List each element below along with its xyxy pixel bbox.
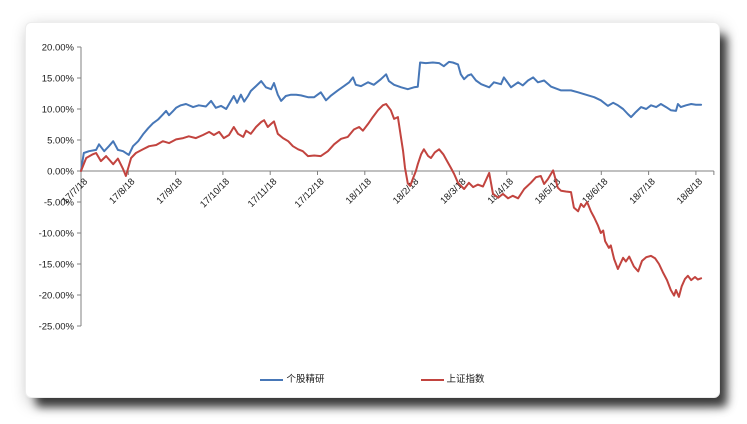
y-tick-label: -10.00% bbox=[39, 229, 75, 240]
y-tick-label: 0.00% bbox=[47, 167, 74, 178]
x-tick-label: 18/2/18 bbox=[391, 176, 421, 206]
y-axis-labels: 20.00% 15.00% 10.00% 5.00% 0.00% -5.00% -10.00… bbox=[39, 43, 75, 333]
y-tick-label: -20.00% bbox=[39, 291, 75, 302]
x-axis-labels: 17/7/18 17/8/18 17/9/18 17/10/18 17/11/18 17/… bbox=[60, 176, 705, 210]
series-line-1 bbox=[80, 103, 703, 298]
chart-card: 20.00% 15.00% 10.00% 5.00% 0.00% -5.00% -10.00… bbox=[25, 22, 720, 398]
y-tick-label: -25.00% bbox=[39, 322, 75, 333]
y-tick-label: 10.00% bbox=[42, 105, 75, 116]
x-tick-label: 18/3/18 bbox=[438, 176, 468, 206]
line-chart: 20.00% 15.00% 10.00% 5.00% 0.00% -5.00% -10.00… bbox=[39, 43, 715, 333]
x-tick-label: 17/7/18 bbox=[60, 176, 90, 206]
x-tick-label: 18/5/18 bbox=[533, 176, 563, 206]
x-tick-label: 17/8/18 bbox=[107, 176, 137, 206]
y-tick-label: -5.00% bbox=[44, 198, 75, 209]
y-tick-label: 20.00% bbox=[42, 43, 75, 54]
x-tick-label: 17/12/18 bbox=[293, 176, 327, 210]
legend-line-swatch bbox=[260, 378, 284, 381]
y-tick-label: -15.00% bbox=[39, 260, 75, 271]
legend-label: 上证指数 bbox=[446, 374, 485, 385]
x-tick-label: 18/8/18 bbox=[675, 176, 705, 206]
x-tick-label: 17/10/18 bbox=[198, 176, 232, 210]
x-tick-label: 18/7/18 bbox=[628, 176, 658, 206]
chart-legend: 个股精研 上证指数 bbox=[26, 375, 719, 385]
y-tick-label: 15.00% bbox=[42, 74, 75, 85]
legend-line-swatch bbox=[420, 378, 444, 381]
legend-item-0: 个股精研 bbox=[260, 374, 325, 385]
legend-label: 个股精研 bbox=[286, 374, 325, 385]
x-tick-label: 18/1/18 bbox=[344, 176, 374, 206]
x-tick-label: 17/9/18 bbox=[155, 176, 185, 206]
legend-item-1: 上证指数 bbox=[420, 374, 485, 385]
series-line-0 bbox=[80, 60, 703, 172]
y-tick-label: 5.00% bbox=[47, 136, 74, 147]
x-tick-label: 18/6/18 bbox=[580, 176, 610, 206]
x-tick-label: 17/11/18 bbox=[246, 176, 279, 209]
